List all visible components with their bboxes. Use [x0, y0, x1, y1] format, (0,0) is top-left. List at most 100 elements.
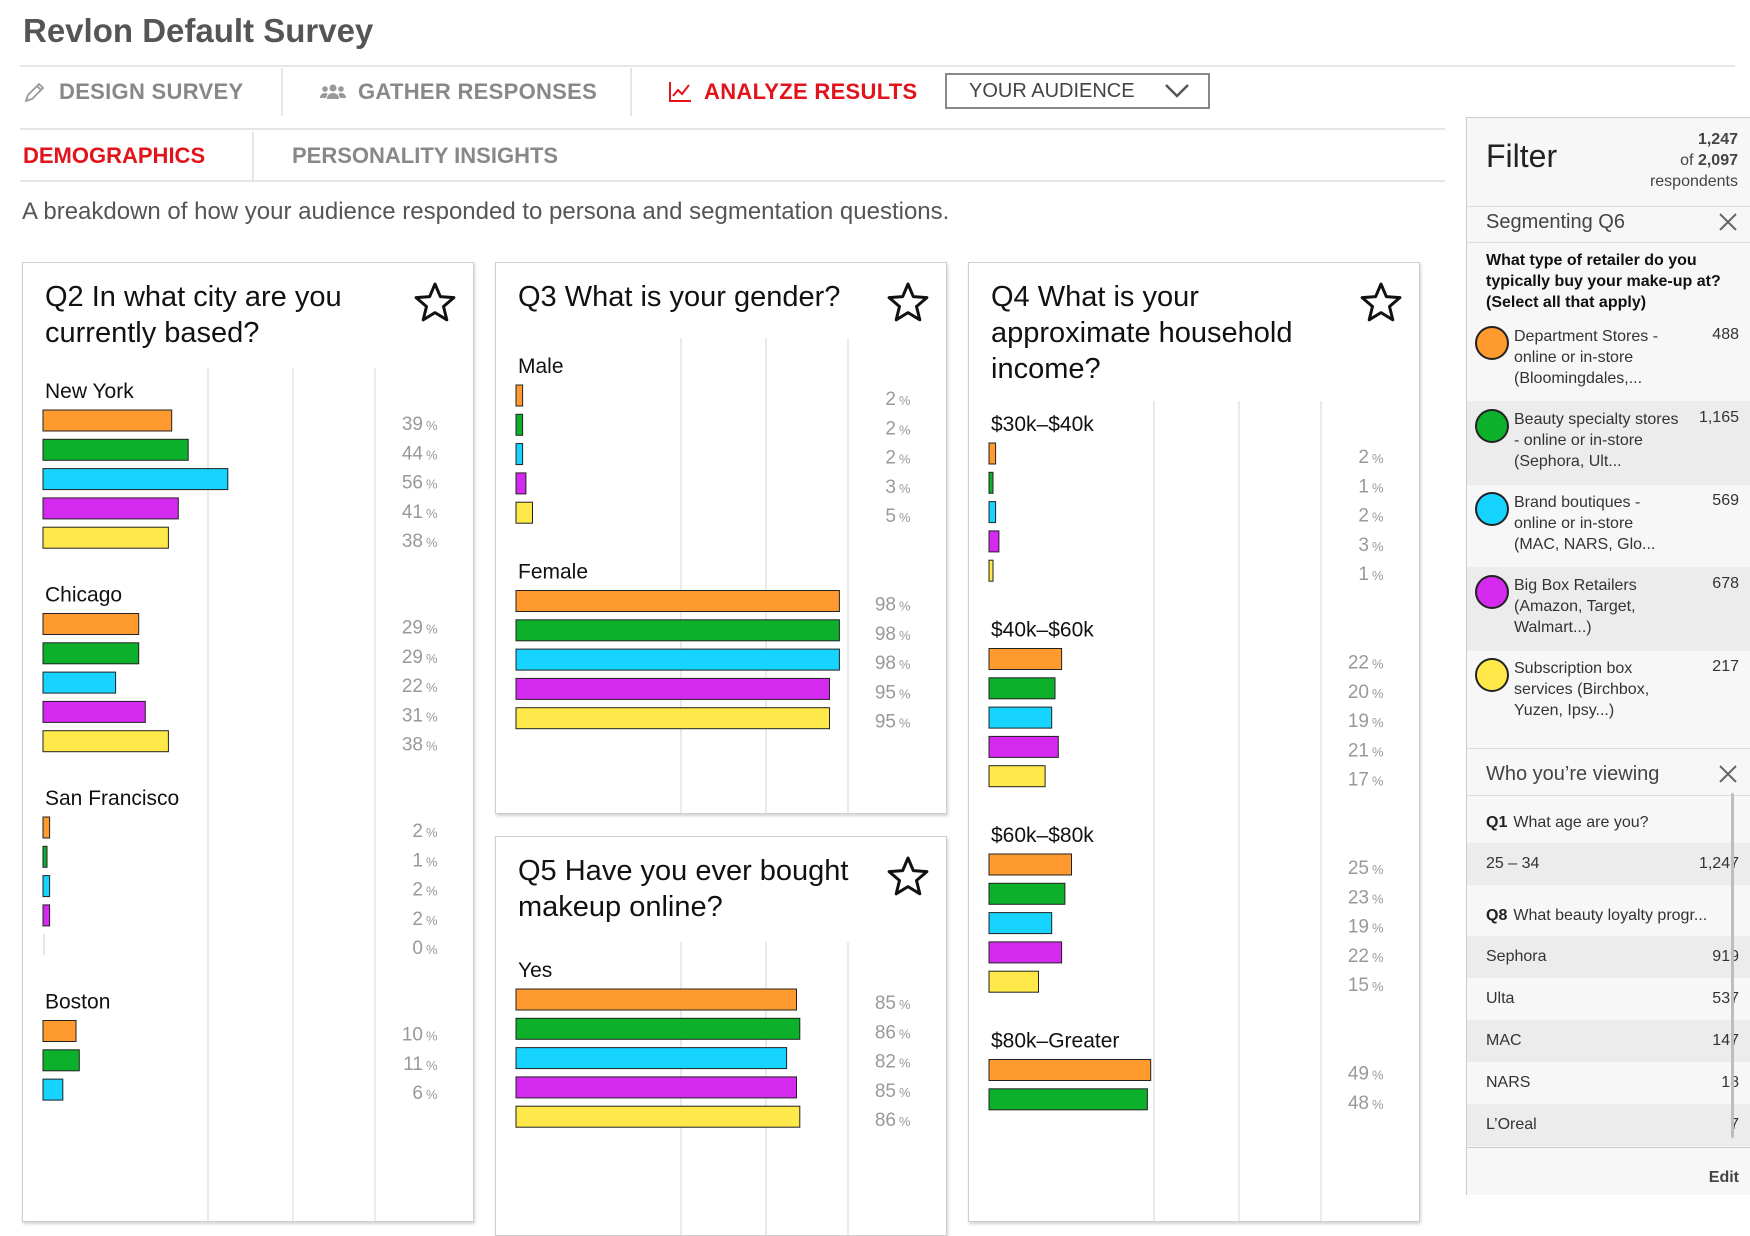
percent-sign: % — [1372, 921, 1384, 936]
segment-item[interactable]: Department Stores - online or in-store (… — [1467, 318, 1750, 402]
star-icon[interactable] — [886, 281, 930, 323]
scrollbar[interactable] — [1731, 793, 1734, 1138]
data-label: 25 — [1348, 858, 1369, 879]
star-icon[interactable] — [1359, 281, 1403, 323]
viewing-row[interactable]: MAC 147 — [1467, 1020, 1750, 1062]
question-card-q2: Q2 In what city are you currently based?… — [22, 262, 474, 1222]
percent-sign: % — [899, 1056, 911, 1071]
segment-count: 1,165 — [1698, 409, 1739, 426]
segment-label: Big Box Retailers (Amazon, Target, Walma… — [1514, 577, 1637, 636]
question-number: Q1 — [1486, 814, 1508, 831]
percent-sign: % — [899, 1114, 911, 1129]
category-label: Chicago — [45, 584, 122, 607]
percent-sign: % — [426, 477, 438, 492]
tab-design-survey[interactable]: DESIGN SURVEY — [23, 68, 243, 116]
tab-personality-insights[interactable]: PERSONALITY INSIGHTS — [292, 132, 558, 180]
category-label: New York — [45, 380, 134, 403]
segment-item[interactable]: Brand boutiques - online or in-store (MA… — [1467, 484, 1750, 568]
bar — [988, 471, 994, 494]
data-label: 5 — [885, 506, 896, 527]
data-label: 15 — [1348, 975, 1369, 996]
segment-count: 678 — [1712, 575, 1739, 592]
viewing-row[interactable]: L’Oreal 7 — [1467, 1104, 1750, 1146]
bar — [988, 1059, 1152, 1081]
data-label: 0 — [412, 938, 423, 959]
data-label: 2 — [885, 389, 896, 410]
percent-sign: % — [899, 422, 911, 437]
data-label: 2 — [412, 821, 423, 842]
viewing-label: Who you’re viewing — [1486, 763, 1660, 785]
data-label: 85 — [875, 993, 896, 1014]
bar — [515, 707, 830, 730]
bar — [988, 559, 994, 582]
data-label: 1 — [1358, 476, 1369, 497]
card-title: Q4 What is your approximate household in… — [991, 281, 1293, 385]
divider — [20, 180, 1445, 182]
percent-sign: % — [1372, 568, 1384, 583]
segment-color-swatch — [1475, 658, 1509, 692]
percent-sign: % — [426, 1087, 438, 1102]
viewing-row[interactable]: Sephora 919 — [1467, 936, 1750, 978]
percent-sign: % — [1372, 686, 1384, 701]
segment-item[interactable]: Subscription box services (Birchbox, Yuz… — [1467, 650, 1750, 734]
page-title: Revlon Default Survey — [23, 12, 374, 49]
card-title: Q5 Have you ever bought makeup online? — [518, 855, 849, 923]
bar — [988, 941, 1063, 964]
row-label: MAC — [1486, 1032, 1522, 1049]
percent-sign: % — [1372, 979, 1384, 994]
bar — [988, 706, 1053, 729]
subtab-label: DEMOGRAPHICS — [23, 143, 206, 168]
segment-label: Subscription box services (Birchbox, Yuz… — [1514, 660, 1650, 719]
data-label: 38 — [402, 735, 423, 756]
bar — [988, 765, 1046, 788]
percent-sign: % — [899, 686, 911, 701]
data-label: 95 — [875, 712, 896, 733]
tab-gather-responses[interactable]: GATHER RESPONSES — [320, 68, 597, 116]
audience-dropdown[interactable]: YOUR AUDIENCE — [945, 73, 1210, 109]
close-icon[interactable] — [1718, 764, 1738, 784]
segment-item[interactable]: Beauty specialty stores - online or in-s… — [1467, 401, 1750, 485]
tab-label: ANALYZE RESULTS — [704, 79, 918, 104]
total-count: 2,097 — [1697, 152, 1738, 169]
data-label: 3 — [1358, 535, 1369, 556]
data-label: 22 — [1348, 653, 1369, 674]
viewing-row[interactable]: Ulta 537 — [1467, 978, 1750, 1020]
tab-demographics[interactable]: DEMOGRAPHICS — [23, 132, 205, 180]
percent-sign: % — [1372, 1097, 1384, 1112]
viewing-row[interactable]: 25 – 34 1,247 — [1467, 843, 1750, 885]
data-label: 22 — [402, 676, 423, 697]
star-icon[interactable] — [886, 855, 930, 897]
chevron-down-icon — [1165, 84, 1189, 98]
data-label: 49 — [1348, 1064, 1369, 1085]
percent-sign: % — [426, 418, 438, 433]
percent-sign: % — [899, 997, 911, 1012]
percent-sign: % — [899, 628, 911, 643]
edit-button[interactable]: Edit — [1708, 1169, 1739, 1186]
bar — [988, 442, 997, 465]
percent-sign: % — [1372, 774, 1384, 789]
close-icon[interactable] — [1718, 212, 1738, 232]
percent-sign: % — [1372, 539, 1384, 554]
bar — [515, 1047, 788, 1070]
bar — [42, 613, 140, 635]
divider — [20, 65, 1735, 67]
data-label: 20 — [1348, 682, 1369, 703]
segment-item[interactable]: Big Box Retailers (Amazon, Target, Walma… — [1467, 567, 1750, 651]
percent-sign: % — [1372, 715, 1384, 730]
segmenting-label: Segmenting Q6 — [1486, 211, 1625, 233]
viewing-row[interactable]: NARS 18 — [1467, 1062, 1750, 1104]
data-label: 41 — [402, 502, 423, 523]
star-icon[interactable] — [413, 281, 457, 323]
data-label: 2 — [1358, 506, 1369, 527]
percent-sign: % — [1372, 480, 1384, 495]
bar — [988, 853, 1072, 876]
segment-label: Beauty specialty stores - online or in-s… — [1514, 411, 1679, 470]
segment-label: Department Stores - online or in-store (… — [1514, 328, 1659, 387]
tab-analyze-results[interactable]: ANALYZE RESULTS — [668, 68, 918, 116]
bar — [988, 530, 1000, 553]
percent-sign: % — [899, 393, 911, 408]
percent-sign: % — [426, 854, 438, 869]
